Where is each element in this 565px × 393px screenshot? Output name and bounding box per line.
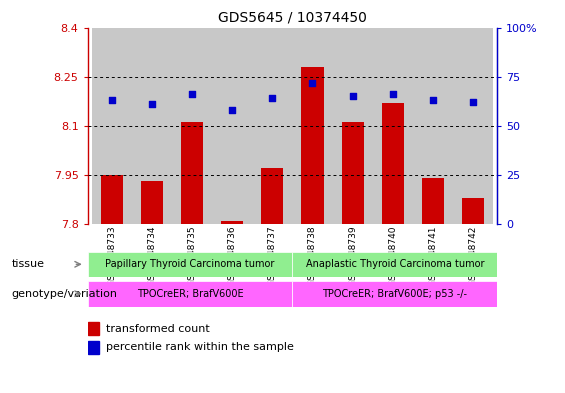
- Bar: [462, 198, 484, 224]
- Point: [468, 99, 477, 105]
- Text: genotype/variation: genotype/variation: [11, 289, 118, 299]
- Bar: [92, 28, 132, 224]
- Text: percentile rank within the sample: percentile rank within the sample: [106, 342, 294, 353]
- Point: [228, 107, 237, 113]
- Point: [268, 95, 277, 101]
- Point: [107, 97, 116, 103]
- Point: [428, 97, 437, 103]
- Text: Papillary Thyroid Carcinoma tumor: Papillary Thyroid Carcinoma tumor: [105, 259, 275, 269]
- Point: [388, 91, 397, 97]
- Bar: [88, 281, 293, 307]
- Bar: [141, 182, 163, 224]
- Bar: [88, 341, 99, 354]
- Point: [308, 79, 317, 86]
- Text: tissue: tissue: [11, 259, 44, 269]
- Point: [188, 91, 197, 97]
- Text: transformed count: transformed count: [106, 323, 210, 334]
- Bar: [88, 252, 293, 277]
- Point: [348, 93, 357, 99]
- Bar: [293, 252, 497, 277]
- Text: TPOCreER; BrafV600E; p53 -/-: TPOCreER; BrafV600E; p53 -/-: [322, 289, 467, 299]
- Bar: [373, 28, 413, 224]
- Bar: [301, 67, 324, 224]
- Title: GDS5645 / 10374450: GDS5645 / 10374450: [218, 11, 367, 25]
- Bar: [252, 28, 293, 224]
- Bar: [413, 28, 453, 224]
- Bar: [221, 221, 243, 224]
- Bar: [132, 28, 172, 224]
- Bar: [101, 175, 123, 224]
- Point: [147, 101, 157, 107]
- Bar: [422, 178, 444, 224]
- Bar: [382, 103, 404, 224]
- Text: Anaplastic Thyroid Carcinoma tumor: Anaplastic Thyroid Carcinoma tumor: [306, 259, 484, 269]
- Bar: [261, 168, 284, 224]
- Bar: [293, 281, 497, 307]
- Text: TPOCreER; BrafV600E: TPOCreER; BrafV600E: [137, 289, 244, 299]
- Bar: [172, 28, 212, 224]
- Bar: [88, 322, 99, 335]
- Bar: [212, 28, 252, 224]
- Bar: [293, 28, 333, 224]
- Bar: [342, 123, 364, 224]
- Bar: [333, 28, 373, 224]
- Bar: [453, 28, 493, 224]
- Bar: [181, 123, 203, 224]
